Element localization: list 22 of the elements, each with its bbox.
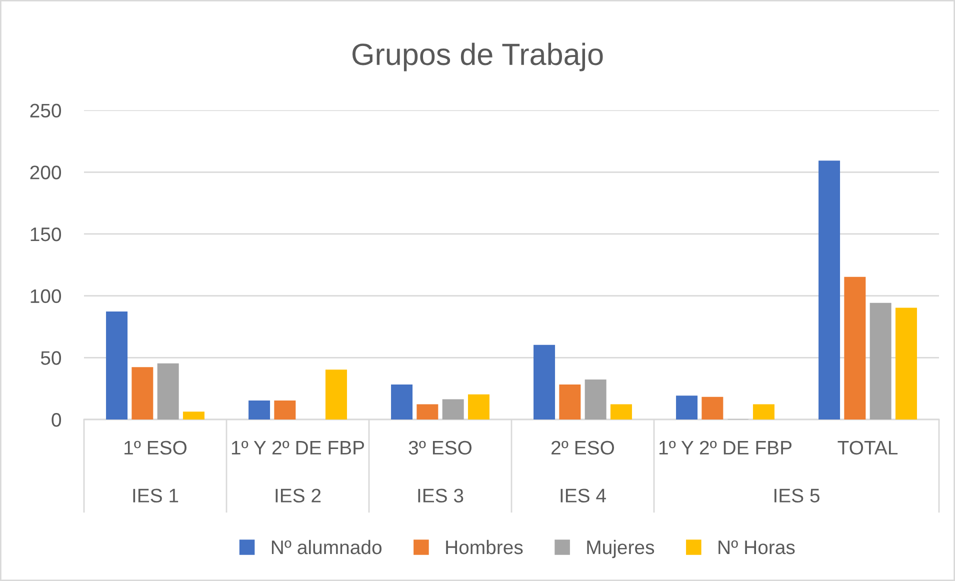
x-tick-label: TOTAL bbox=[838, 440, 898, 455]
legend-label: Nº Horas bbox=[718, 540, 795, 554]
x-tick-label: 1º Y 2º DE FBP bbox=[659, 440, 792, 454]
y-tick-label: 200 bbox=[30, 166, 62, 180]
y-tick-label: 150 bbox=[30, 227, 62, 242]
legend-label: Hombres bbox=[446, 540, 523, 554]
text: IES 2 bbox=[276, 488, 321, 502]
text: IES 1 bbox=[133, 488, 178, 502]
x-tick-label: 1º ESO bbox=[124, 440, 187, 455]
y-tick-label: 50 bbox=[40, 351, 62, 365]
legend-label: Nº alumnado bbox=[272, 540, 382, 554]
x-tick-label: 1º Y 2º DE FBP bbox=[232, 440, 364, 454]
x-tick-label: 3º ESO bbox=[408, 440, 472, 455]
x-tick-label: 2º ESO bbox=[552, 440, 614, 455]
chart-title: Grupos de Trabajo bbox=[352, 42, 603, 72]
y-tick-label: 0 bbox=[52, 412, 62, 427]
text: IES 3 bbox=[418, 488, 464, 502]
text: IES 4 bbox=[560, 488, 606, 502]
text: IES 5 bbox=[774, 488, 820, 502]
y-tick-label: 250 bbox=[30, 104, 62, 118]
legend-label: Mujeres bbox=[587, 540, 654, 558]
y-tick-label: 100 bbox=[30, 289, 62, 304]
